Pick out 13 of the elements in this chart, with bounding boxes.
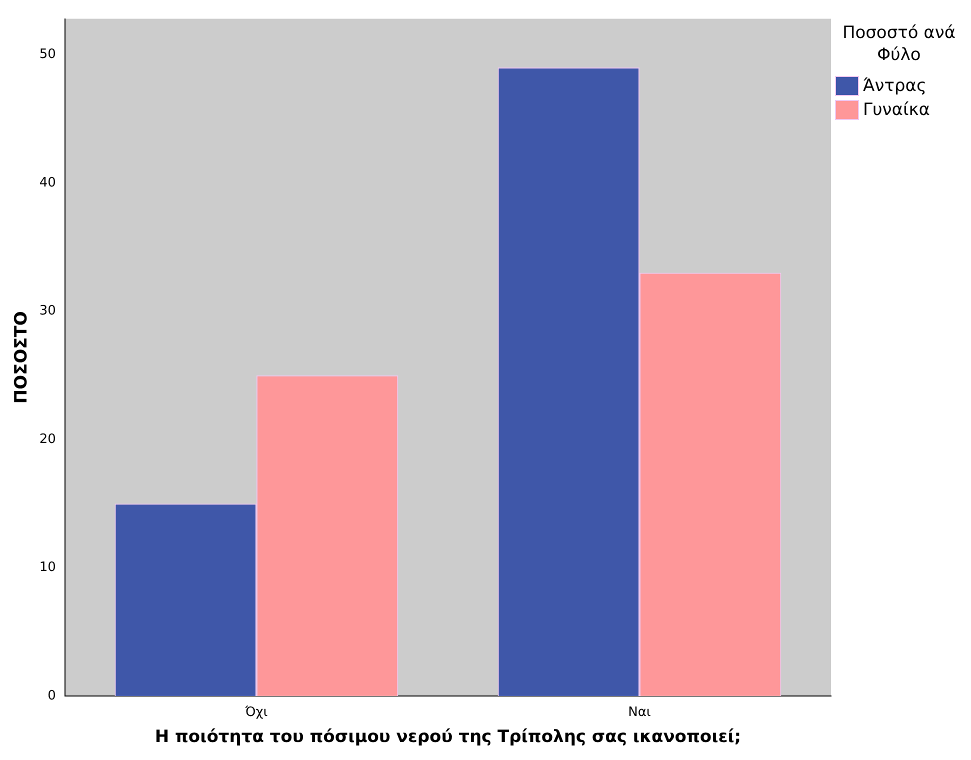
legend-label: Γυναίκα: [863, 100, 930, 120]
legend-label: Άντρας: [863, 76, 926, 96]
y-axis-title: ΠΟΣΟΣΤΟ: [12, 311, 32, 404]
y-tick-label: 10: [39, 560, 56, 576]
y-tick-label: 40: [39, 175, 56, 190]
x-axis-title: Η ποιότητα του πόσιμου νερού της Τρίπολης σας ικανοποιεί;: [154, 727, 742, 748]
y-tick-label: 0: [48, 688, 56, 704]
y-tick-label: 50: [39, 47, 56, 62]
x-tick-label: Ναι: [628, 705, 651, 720]
y-tick-label: 20: [39, 432, 56, 447]
y-tick-label: 30: [39, 304, 56, 319]
x-tick-label: Όχι: [244, 705, 268, 720]
legend-title: Ποσοστό ανά Φύλο: [841, 22, 957, 66]
